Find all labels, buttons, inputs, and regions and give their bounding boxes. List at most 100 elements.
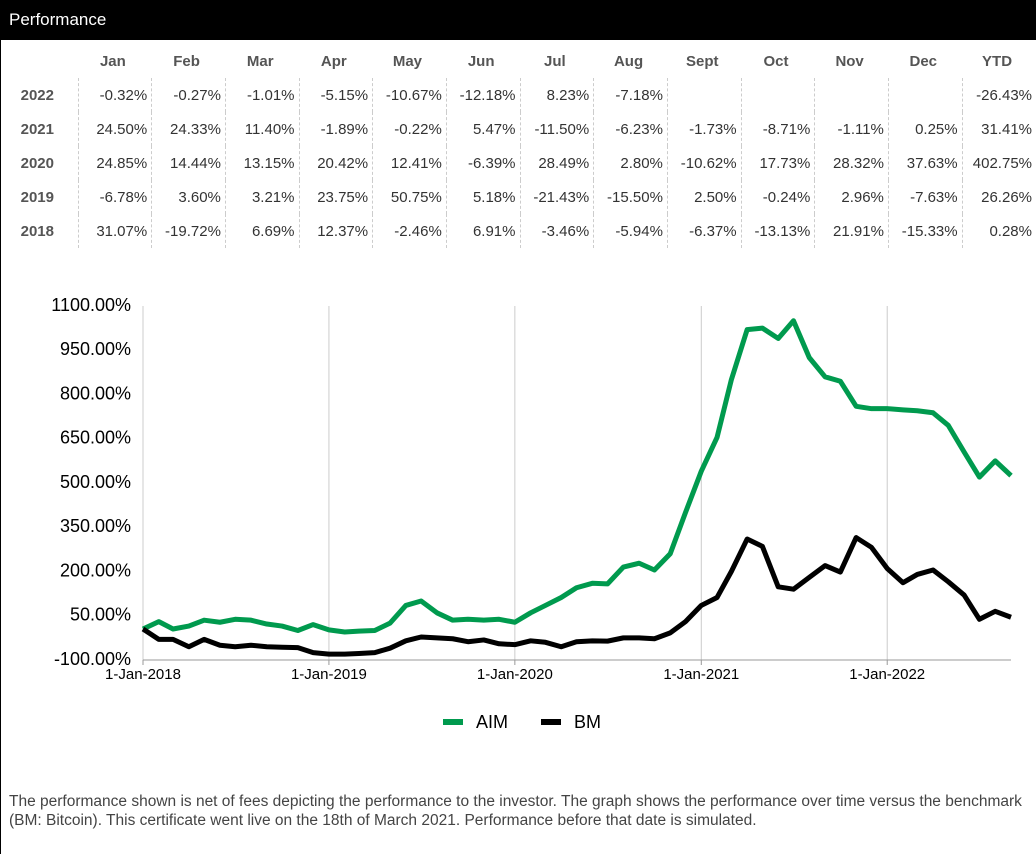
y-tick-label: 50.00% — [70, 605, 131, 625]
header-title: Performance — [1, 0, 1036, 40]
x-tick-label: 1-Jan-2020 — [477, 666, 553, 683]
cell: -1.11% — [814, 112, 889, 146]
y-tick-label: 650.00% — [60, 428, 131, 448]
cell: 12.41% — [372, 146, 447, 180]
cell: -6.39% — [445, 146, 520, 180]
y-tick-label: 950.00% — [60, 339, 131, 359]
cell: -15.33% — [887, 214, 963, 248]
year-label: 2019 — [20, 188, 54, 206]
cell: -0.24% — [740, 180, 815, 214]
cell: -10.67% — [372, 78, 447, 112]
x-tick-label: 1-Jan-2019 — [291, 666, 367, 683]
column-header: YTD — [982, 52, 1013, 70]
x-tick-label: 1-Jan-2021 — [663, 666, 739, 683]
y-tick-label: 350.00% — [60, 516, 131, 536]
legend-label: AIM — [476, 712, 508, 732]
cell: 28.49% — [519, 146, 594, 180]
cell: -7.18% — [593, 78, 668, 112]
cell: 2.50% — [666, 180, 742, 214]
table-row: 2020 24.85% 14.44% 13.15% 20.42% 12.41% -6.39%… — [1, 146, 1036, 180]
year-label: 2021 — [20, 120, 54, 138]
cell: -26.43% — [961, 78, 1036, 112]
cell: -3.46% — [519, 214, 594, 248]
table-row: 2022 -0.32% -0.27% -1.01% -5.15% -10.67% -12.1… — [1, 78, 1036, 112]
legend-label: BM — [574, 712, 601, 732]
cell: 0.25% — [887, 112, 963, 146]
column-header: Apr — [320, 52, 347, 70]
cell: -1.73% — [666, 112, 742, 146]
x-tick-label: 1-Jan-2018 — [105, 666, 181, 683]
legend-swatch — [541, 719, 561, 725]
footnote: The performance shown is net of fees dep… — [9, 793, 1022, 829]
column-header: Jul — [544, 52, 566, 70]
cell: 14.44% — [151, 146, 226, 180]
column-header: Sept — [686, 52, 719, 70]
cell: 12.37% — [298, 214, 373, 248]
cell: -6.37% — [666, 214, 742, 248]
cell: -19.72% — [151, 214, 226, 248]
cell: -5.15% — [298, 78, 373, 112]
cell: -15.50% — [593, 180, 668, 214]
cell — [740, 78, 815, 112]
cell: 402.75% — [961, 146, 1036, 180]
corner — [1, 44, 78, 78]
cell: 21.91% — [814, 214, 889, 248]
cell: 24.33% — [151, 112, 226, 146]
column-header: Jun — [467, 52, 495, 70]
year-label: 2018 — [20, 222, 54, 240]
column-header: Aug — [613, 52, 644, 70]
performance-table: Jan Feb Mar Apr May Jun Jul Aug Sept Oct Nov Dec YTD… — [1, 44, 1036, 248]
cell: 31.41% — [961, 112, 1036, 146]
cell: -2.46% — [372, 214, 447, 248]
cell: 28.32% — [814, 146, 889, 180]
column-header: Jan — [99, 52, 126, 70]
cell: -11.50% — [519, 112, 594, 146]
cell: 6.69% — [224, 214, 299, 248]
x-tick-label: 1-Jan-2022 — [849, 666, 925, 683]
column-header: Nov — [835, 52, 864, 70]
cell: 2.80% — [593, 146, 668, 180]
cell: 13.15% — [224, 146, 299, 180]
y-tick-label: 500.00% — [60, 472, 131, 492]
cell: -7.63% — [887, 180, 963, 214]
cell: -10.62% — [666, 146, 742, 180]
cell: 8.23% — [519, 78, 594, 112]
cell: 5.47% — [445, 112, 520, 146]
cell: -21.43% — [519, 180, 594, 214]
column-header: Dec — [909, 52, 938, 70]
year-label: 2020 — [20, 154, 54, 172]
cell: -0.22% — [372, 112, 447, 146]
cell: 2.96% — [814, 180, 889, 214]
cell: 26.26% — [961, 180, 1036, 214]
cell: 20.42% — [298, 146, 373, 180]
y-tick-label: -100.00% — [54, 649, 131, 669]
header-row: Jan Feb Mar Apr May Jun Jul Aug Sept Oct Nov Dec YTD — [1, 44, 1036, 78]
column-header: Oct — [763, 52, 789, 70]
cell: -13.13% — [740, 214, 815, 248]
series-line — [141, 535, 1012, 657]
series-line — [141, 318, 1013, 635]
cell — [666, 78, 742, 112]
column-header: May — [392, 52, 423, 70]
cell: -12.18% — [445, 78, 520, 112]
cell: 24.50% — [77, 112, 152, 146]
column-header: Feb — [173, 52, 200, 70]
cell: 5.18% — [445, 180, 520, 214]
cell: -6.23% — [593, 112, 668, 146]
y-tick-label: 1100.00% — [51, 295, 131, 315]
year-label: 2022 — [20, 86, 54, 104]
cell: 11.40% — [224, 112, 299, 146]
cell: -1.01% — [224, 78, 299, 112]
cell: -0.27% — [151, 78, 226, 112]
cell: 3.21% — [224, 180, 299, 214]
cell: 17.73% — [740, 146, 815, 180]
cell: 50.75% — [372, 180, 447, 214]
cell: 37.63% — [887, 146, 963, 180]
table-row: 2021 24.50% 24.33% 11.40% -1.89% -0.22% 5.47% -… — [1, 112, 1036, 146]
table-row: 2018 31.07% -19.72% 6.69% 12.37% -2.46% 6.91% -… — [1, 214, 1036, 248]
cell — [814, 78, 889, 112]
column-header: Mar — [246, 52, 274, 70]
cell: -6.78% — [77, 180, 152, 214]
cell: 3.60% — [151, 180, 226, 214]
